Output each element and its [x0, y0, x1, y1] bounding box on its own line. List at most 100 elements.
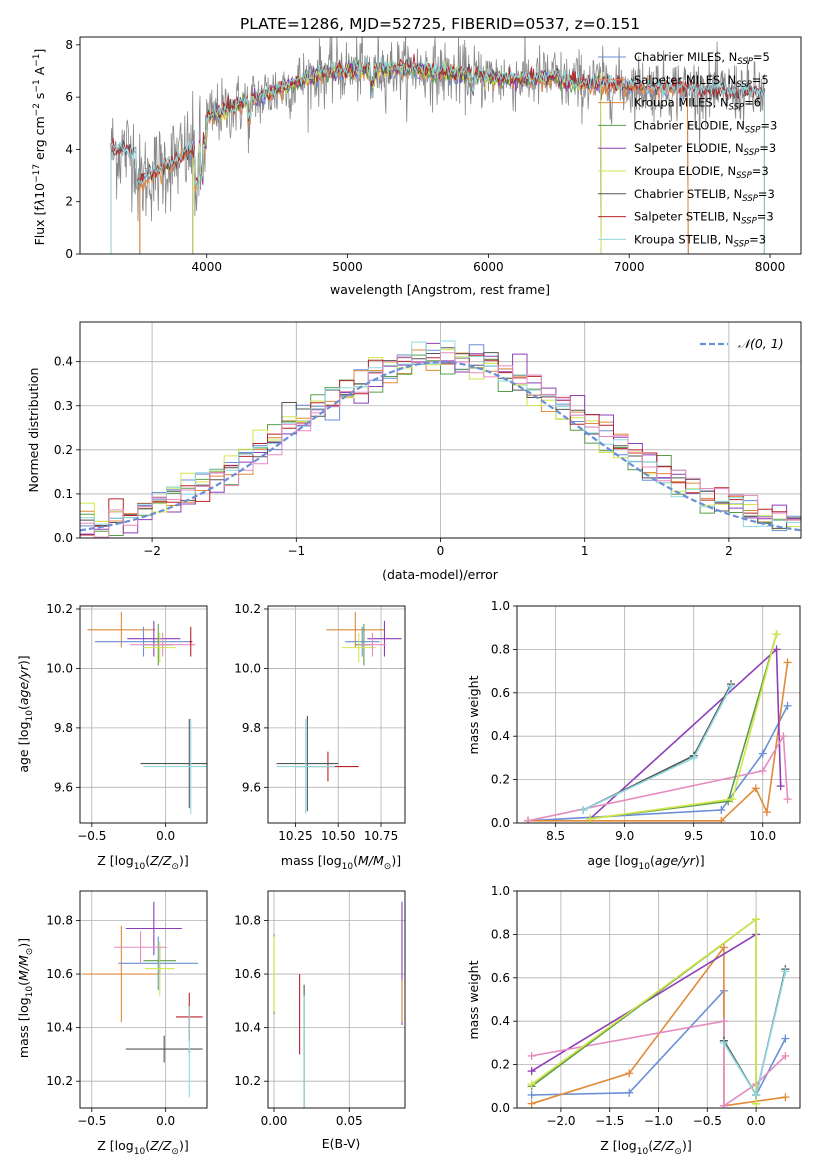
y-tick-label: 0.3 — [54, 399, 73, 413]
plus-marker — [719, 943, 728, 952]
x-tick-label: 0.0 — [747, 1114, 766, 1128]
weight-line — [590, 633, 778, 820]
plus-marker — [579, 805, 588, 814]
model-spectrum-line — [110, 56, 765, 254]
x-tick-label: 10.0 — [749, 829, 776, 843]
plus-marker — [625, 1069, 634, 1078]
plus-marker — [751, 784, 760, 793]
y-tick-label: 0.8 — [491, 927, 510, 941]
weight-plot-area — [527, 915, 790, 1108]
y-tick-label: 10.4 — [234, 1021, 261, 1035]
y-tick-label: 0.0 — [491, 816, 510, 830]
y-tick-label: 8 — [65, 38, 73, 52]
plus-marker — [781, 967, 790, 976]
error-bar — [118, 936, 199, 991]
error-bar — [189, 626, 193, 657]
z-weight-panel: −2.0 −1.5 −1.0 −0.5 0.0 0.0 0.2 0.4 0.6 0.8 1.0 — [491, 884, 801, 1128]
legend-label: Kroupa ELODIE, NSSP=3 — [634, 164, 769, 181]
error-bar — [113, 931, 168, 964]
errorbar-plot-area — [273, 901, 403, 1108]
x-tick-label: 10.75 — [364, 829, 398, 843]
axes-frame — [516, 890, 801, 1109]
plus-marker — [719, 1101, 728, 1108]
y-tick-label: 0.1 — [54, 487, 73, 501]
plus-marker — [527, 1067, 536, 1076]
error-bar — [140, 718, 207, 809]
y-tick-label: 10.8 — [46, 913, 73, 927]
ebv-mass-panel: 0.00 0.05 10.2 10.4 10.6 10.8 — [234, 890, 406, 1128]
z-age-ylabel: age [log10(age/yr)] — [16, 655, 35, 772]
axes-frame — [79, 321, 802, 539]
plus-marker — [781, 1051, 790, 1060]
x-tick-label: 0.0 — [156, 1114, 175, 1128]
x-tick-label: 10.50 — [321, 829, 355, 843]
y-tick-label: 4 — [65, 142, 73, 156]
error-bar — [143, 632, 176, 663]
plus-marker — [527, 1099, 536, 1108]
x-tick-label: 0.05 — [336, 1114, 363, 1128]
residuals-ylabel: Normed distribution — [26, 368, 41, 493]
z-age-panel: −0.5 0.0 9.6 9.8 10.0 10.2 — [46, 602, 208, 843]
y-tick-label: 6 — [65, 90, 73, 104]
legend-label: Salpeter MILES, NSSP=5 — [634, 73, 769, 90]
axes-frame — [516, 605, 801, 824]
error-bar — [276, 715, 339, 812]
spectrum-title: PLATE=1286, MJD=52725, FIBERID=0537, z=0… — [240, 15, 640, 33]
x-tick-label: 10.25 — [278, 829, 312, 843]
error-bar — [276, 718, 335, 815]
weight-line — [723, 971, 787, 1098]
z-mass-xlabel: Z [log10(Z/Z⊙)] — [97, 1138, 188, 1157]
z-weight-xlabel: Z [log10(Z/Z⊙)] — [600, 1138, 691, 1157]
weight-line — [590, 633, 778, 820]
plus-marker — [527, 1080, 536, 1089]
plus-marker — [527, 1090, 536, 1099]
weight-line — [527, 705, 789, 822]
error-bar — [341, 632, 376, 663]
error-bar — [358, 632, 387, 657]
x-tick-label: −0.5 — [77, 1114, 106, 1128]
y-tick-label: 10.6 — [234, 967, 261, 981]
error-bar — [82, 925, 160, 1023]
plus-marker — [783, 795, 792, 804]
x-tick-label: 9.5 — [684, 829, 703, 843]
y-tick-label: 9.8 — [54, 721, 73, 735]
y-tick-label: 0.4 — [54, 355, 73, 369]
spectrum-panel: 4000 5000 6000 7000 8000 0 2 4 6 8 — [65, 36, 802, 274]
plus-marker — [752, 915, 761, 924]
axes-frame — [267, 890, 406, 1109]
y-tick-label: 9.6 — [54, 780, 73, 794]
residuals-panel: −2 −1 0 1 2 0.0 0.1 0.2 0.3 0.4 — [54, 321, 802, 558]
y-tick-label: 0 — [65, 247, 73, 261]
y-tick-label: 10.2 — [46, 1074, 73, 1088]
x-tick-label: −2 — [143, 544, 161, 558]
y-tick-label: 0.4 — [491, 729, 510, 743]
spectrum-xlabel: wavelength [Angstrom, rest frame] — [330, 282, 550, 297]
plus-marker — [783, 658, 792, 667]
error-bar — [367, 620, 402, 657]
plus-marker — [728, 795, 737, 804]
plus-marker — [524, 816, 533, 823]
age-weight-ylabel: mass weight — [466, 675, 481, 754]
plus-marker — [719, 1038, 728, 1047]
plus-marker — [772, 630, 781, 639]
plus-marker — [586, 814, 595, 823]
weight-line — [582, 685, 732, 811]
axes-frame — [79, 36, 802, 255]
legend-label: Chabrier MILES, NSSP=5 — [634, 50, 770, 67]
plus-marker — [527, 1051, 536, 1060]
y-tick-label: 9.8 — [242, 721, 261, 735]
axes-frame — [79, 890, 208, 1109]
x-tick-label: −0.5 — [693, 1114, 722, 1128]
x-tick-label: 5000 — [332, 260, 363, 274]
y-tick-label: 0.8 — [491, 642, 510, 656]
plus-marker — [625, 1088, 634, 1097]
error-bar — [130, 632, 196, 657]
error-bar — [326, 611, 385, 648]
legend-label: Kroupa STELIB, NSSP=3 — [634, 232, 766, 249]
plus-marker — [752, 1090, 761, 1099]
age-weight-panel: 8.5 9.0 9.5 10.0 0.0 0.2 0.4 0.6 0.8 1.0 — [491, 599, 801, 843]
plus-marker — [781, 1034, 790, 1043]
error-bar — [94, 626, 193, 657]
z-mass-panel: −0.5 0.0 10.2 10.4 10.6 10.8 — [46, 890, 208, 1128]
